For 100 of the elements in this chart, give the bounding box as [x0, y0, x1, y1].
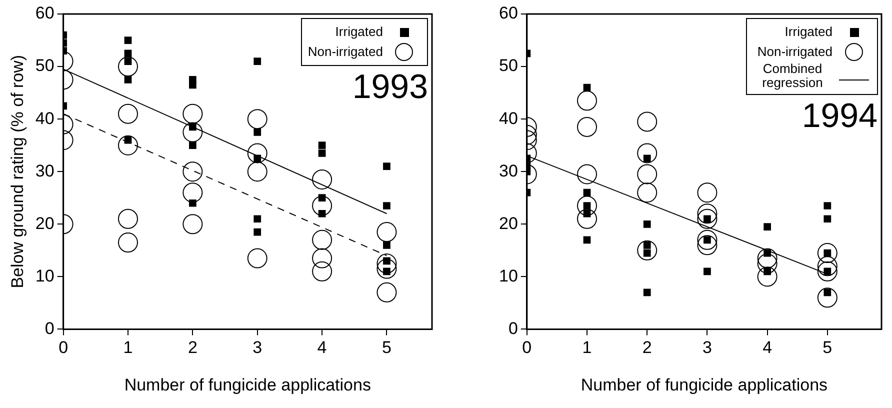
- point: [383, 202, 390, 210]
- x-tick-label: 3: [702, 338, 712, 358]
- point: [247, 143, 268, 164]
- point: [188, 123, 196, 131]
- point: [764, 223, 771, 230]
- point: [247, 248, 268, 268]
- y-tick-label: 60: [498, 4, 518, 23]
- point: [318, 142, 326, 150]
- point: [312, 196, 332, 216]
- x-axis-title: Number of fungicide applications: [580, 375, 828, 394]
- point: [643, 288, 651, 296]
- point: [583, 84, 591, 92]
- x-axis-title: Number of fungicide applications: [124, 375, 371, 394]
- y-tick-label: 20: [35, 214, 54, 233]
- point: [764, 268, 771, 276]
- y-tick-label: 50: [35, 56, 54, 76]
- point: [764, 249, 771, 257]
- point: [824, 215, 832, 223]
- point: [118, 56, 138, 77]
- x-tick-label: 3: [252, 338, 262, 358]
- point: [118, 208, 138, 229]
- point: [817, 256, 838, 276]
- y-tick-label: 50: [498, 56, 518, 76]
- point: [376, 258, 397, 279]
- point: [118, 135, 138, 156]
- x-tick-label: 4: [762, 338, 772, 358]
- x-tick-label: 5: [822, 338, 832, 358]
- x-tick-label: 0: [58, 338, 68, 358]
- point: [583, 236, 591, 244]
- x-tick-label: 5: [382, 338, 392, 358]
- point: [118, 104, 138, 124]
- point: [637, 164, 658, 184]
- x-tick-label: 4: [317, 338, 327, 358]
- point: [254, 228, 262, 236]
- point: [757, 248, 778, 268]
- point: [637, 143, 658, 164]
- annotation: 1994: [802, 96, 878, 136]
- point: [697, 235, 718, 256]
- y-tick-label: 0: [44, 318, 54, 338]
- point: [643, 241, 651, 249]
- point: [124, 58, 132, 65]
- x-tick-label: 2: [188, 338, 198, 358]
- point: [312, 169, 332, 190]
- point: [124, 36, 132, 44]
- point: [697, 204, 718, 224]
- point: [312, 248, 332, 268]
- point: [254, 154, 262, 162]
- point: [643, 220, 651, 228]
- y-tick-label: 20: [498, 214, 518, 233]
- point: [124, 50, 132, 58]
- point: [637, 240, 658, 260]
- legend-label: Irrigated: [784, 24, 832, 40]
- y-tick-label: 60: [35, 4, 54, 23]
- point: [577, 116, 598, 137]
- point: [188, 142, 196, 150]
- point: [637, 112, 658, 132]
- x-tick-label: 1: [582, 338, 592, 358]
- point: [182, 122, 203, 142]
- y-tick-label: 30: [35, 161, 54, 180]
- point: [182, 214, 203, 234]
- point: [254, 58, 262, 65]
- point: [118, 232, 138, 253]
- point: [383, 241, 390, 249]
- point: [697, 182, 718, 203]
- y-tick-label: 30: [498, 161, 518, 180]
- x-tick-label: 1: [123, 338, 133, 358]
- point: [124, 76, 132, 84]
- y-axis-title: Below ground rating (% of row): [8, 54, 27, 288]
- point: [577, 164, 598, 184]
- point: [704, 268, 711, 276]
- point: [577, 208, 598, 229]
- point: [824, 288, 832, 296]
- point: [376, 222, 397, 242]
- point: [182, 182, 203, 203]
- point: [188, 199, 196, 207]
- point: [817, 261, 838, 282]
- point: [312, 230, 332, 250]
- point: [577, 90, 598, 111]
- y-tick-label: 40: [498, 108, 518, 128]
- x-tick-label: 0: [522, 338, 532, 358]
- point: [318, 194, 326, 202]
- point: [254, 215, 262, 223]
- point: [247, 109, 268, 130]
- point: [757, 254, 778, 274]
- point: [824, 202, 832, 210]
- point: [757, 266, 778, 287]
- point: [254, 128, 262, 136]
- point: [318, 210, 326, 218]
- point: [247, 162, 268, 182]
- point: [643, 154, 651, 162]
- point: [817, 288, 838, 308]
- x-tick-label: 2: [642, 338, 652, 358]
- legend-label: Combined regression: [761, 61, 824, 91]
- point: [376, 282, 397, 302]
- y-tick-label: 10: [35, 266, 54, 286]
- legend-label: Non-irrigated: [757, 44, 832, 60]
- legend-label: Irrigated: [335, 24, 383, 40]
- point: [182, 162, 203, 182]
- annotation: 1993: [352, 68, 428, 107]
- point: [182, 104, 203, 124]
